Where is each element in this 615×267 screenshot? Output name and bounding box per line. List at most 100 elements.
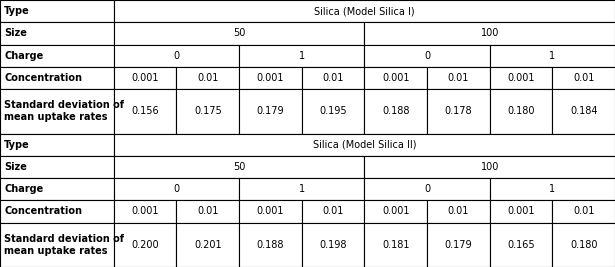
- Text: 0.001: 0.001: [132, 73, 159, 83]
- Bar: [0, 22, 114, 45]
- Bar: [114, 67, 177, 89]
- Text: Type: Type: [4, 6, 30, 16]
- Text: 100: 100: [480, 28, 499, 38]
- Text: 0.001: 0.001: [507, 73, 535, 83]
- Bar: [0, 134, 114, 156]
- Bar: [239, 222, 302, 267]
- Text: Concentration: Concentration: [4, 73, 82, 83]
- Text: 0.01: 0.01: [197, 206, 218, 216]
- Bar: [177, 67, 239, 89]
- Bar: [365, 67, 427, 89]
- Text: 0.001: 0.001: [382, 206, 410, 216]
- Text: Silica (Model Silica II): Silica (Model Silica II): [312, 140, 416, 150]
- Text: Type: Type: [4, 140, 30, 150]
- Bar: [114, 0, 615, 22]
- Bar: [177, 89, 239, 134]
- Text: 0.179: 0.179: [445, 240, 472, 250]
- Bar: [114, 89, 177, 134]
- Bar: [490, 222, 552, 267]
- Bar: [490, 45, 615, 67]
- Text: Charge: Charge: [4, 184, 44, 194]
- Bar: [0, 178, 114, 200]
- Bar: [239, 89, 302, 134]
- Text: 1: 1: [299, 51, 305, 61]
- Bar: [365, 200, 427, 222]
- Text: 0.165: 0.165: [507, 240, 535, 250]
- Text: 0.181: 0.181: [382, 240, 410, 250]
- Bar: [0, 0, 114, 22]
- Bar: [0, 200, 114, 222]
- Text: 1: 1: [549, 184, 555, 194]
- Bar: [177, 222, 239, 267]
- Bar: [552, 89, 615, 134]
- Bar: [427, 67, 490, 89]
- Bar: [0, 45, 114, 67]
- Text: 100: 100: [480, 162, 499, 172]
- Text: 0.01: 0.01: [322, 73, 344, 83]
- Bar: [114, 22, 365, 45]
- Text: 0.01: 0.01: [197, 73, 218, 83]
- Text: 0.180: 0.180: [570, 240, 597, 250]
- Bar: [552, 200, 615, 222]
- Text: 0.001: 0.001: [507, 206, 535, 216]
- Bar: [427, 222, 490, 267]
- Text: 50: 50: [233, 162, 245, 172]
- Bar: [427, 200, 490, 222]
- Text: 0.180: 0.180: [507, 106, 535, 116]
- Text: Standard deviation of
mean uptake rates: Standard deviation of mean uptake rates: [4, 100, 124, 122]
- Bar: [114, 178, 239, 200]
- Text: Size: Size: [4, 162, 27, 172]
- Text: 0.200: 0.200: [131, 240, 159, 250]
- Bar: [365, 156, 615, 178]
- Bar: [490, 200, 552, 222]
- Bar: [239, 67, 302, 89]
- Text: 0.01: 0.01: [573, 206, 594, 216]
- Text: 1: 1: [299, 184, 305, 194]
- Bar: [490, 89, 552, 134]
- Bar: [239, 200, 302, 222]
- Text: Size: Size: [4, 28, 27, 38]
- Bar: [365, 222, 427, 267]
- Text: 0.201: 0.201: [194, 240, 221, 250]
- Text: 0.184: 0.184: [570, 106, 597, 116]
- Text: 0.188: 0.188: [256, 240, 284, 250]
- Bar: [302, 89, 365, 134]
- Text: 0: 0: [424, 184, 430, 194]
- Text: 0.156: 0.156: [131, 106, 159, 116]
- Text: 0.01: 0.01: [322, 206, 344, 216]
- Text: Concentration: Concentration: [4, 206, 82, 216]
- Text: 0.01: 0.01: [448, 73, 469, 83]
- Text: 1: 1: [549, 51, 555, 61]
- Text: 0.198: 0.198: [319, 240, 347, 250]
- Text: 0.188: 0.188: [382, 106, 410, 116]
- Bar: [0, 156, 114, 178]
- Bar: [365, 45, 490, 67]
- Bar: [239, 178, 365, 200]
- Bar: [427, 89, 490, 134]
- Text: 0.195: 0.195: [319, 106, 347, 116]
- Text: 0.001: 0.001: [132, 206, 159, 216]
- Bar: [114, 156, 365, 178]
- Bar: [490, 67, 552, 89]
- Bar: [552, 67, 615, 89]
- Bar: [490, 178, 615, 200]
- Text: 0: 0: [173, 51, 180, 61]
- Text: 50: 50: [233, 28, 245, 38]
- Text: 0.179: 0.179: [256, 106, 284, 116]
- Bar: [0, 222, 114, 267]
- Bar: [552, 222, 615, 267]
- Bar: [114, 45, 239, 67]
- Text: 0: 0: [173, 184, 180, 194]
- Bar: [302, 67, 365, 89]
- Text: 0.001: 0.001: [256, 73, 284, 83]
- Text: 0.001: 0.001: [382, 73, 410, 83]
- Bar: [365, 22, 615, 45]
- Bar: [365, 89, 427, 134]
- Bar: [177, 200, 239, 222]
- Text: 0.01: 0.01: [573, 73, 594, 83]
- Bar: [302, 222, 365, 267]
- Bar: [0, 67, 114, 89]
- Bar: [365, 178, 490, 200]
- Text: 0.178: 0.178: [445, 106, 472, 116]
- Text: 0.001: 0.001: [256, 206, 284, 216]
